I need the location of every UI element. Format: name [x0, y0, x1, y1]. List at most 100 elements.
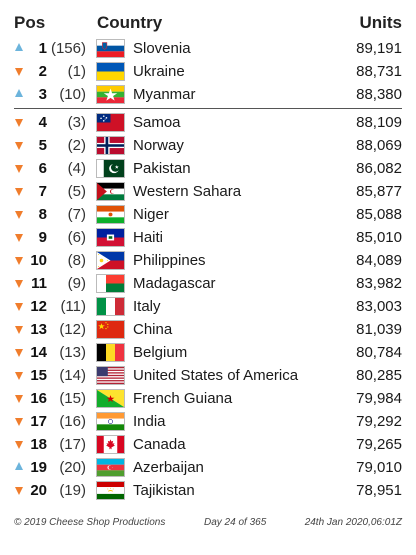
country-name: Haiti — [133, 229, 164, 246]
country-name: Western Sahara — [133, 183, 242, 200]
units-value: 80,784 — [356, 344, 402, 361]
table-row: 20 (19) Tajikistan 78,951 — [0, 479, 416, 502]
country-name: Azerbaijan — [133, 459, 204, 476]
rank-position: 7 — [38, 183, 47, 200]
table-row: 16 (15) French Guiana 79,984 — [0, 387, 416, 410]
rank-position: 8 — [38, 206, 47, 223]
units-value: 79,010 — [356, 459, 402, 476]
country-name: Niger — [133, 206, 169, 223]
rank-position: 2 — [38, 63, 47, 80]
down-arrow-icon — [15, 68, 23, 76]
rank-position: 3 — [38, 86, 47, 103]
up-arrow-icon — [15, 462, 23, 470]
down-arrow-icon — [15, 165, 23, 173]
rank-position: 6 — [38, 160, 47, 177]
rank-position: 20 — [30, 482, 47, 499]
copyright-text: © 2019 Cheese Shop Productions — [14, 517, 166, 528]
country-name: Madagascar — [133, 275, 216, 292]
rank-position: 11 — [31, 275, 47, 292]
country-name: Norway — [133, 137, 184, 154]
table-row: 12 (11) Italy 83,003 — [0, 295, 416, 318]
country-name: Slovenia — [133, 40, 191, 57]
country-name: Samoa — [133, 114, 181, 131]
rank-position: 13 — [30, 321, 47, 338]
units-value: 85,877 — [356, 183, 402, 200]
china-flag-icon — [96, 320, 125, 339]
table-row: 5 (2) Norway 88,069 — [0, 134, 416, 157]
previous-rank: (156) — [50, 40, 86, 57]
down-arrow-icon — [15, 418, 23, 426]
table-header: Pos Country Units — [0, 10, 416, 36]
previous-rank: (1) — [67, 63, 86, 80]
table-row: 2 (1) Ukraine 88,731 — [0, 60, 416, 83]
norway-flag-icon — [96, 136, 125, 155]
table-row: 7 (5) Western Sahara 85,877 — [0, 180, 416, 203]
rank-position: 5 — [38, 137, 47, 154]
usa-flag-icon — [96, 366, 125, 385]
table-row: 9 (6) Haiti 85,010 — [0, 226, 416, 249]
previous-rank: (9) — [67, 275, 86, 292]
table-row: 10 (8) Philippines 84,089 — [0, 249, 416, 272]
previous-rank: (12) — [59, 321, 86, 338]
canada-flag-icon — [96, 435, 125, 454]
previous-rank: (4) — [67, 160, 86, 177]
previous-rank: (20) — [59, 459, 86, 476]
country-name: United States of America — [133, 367, 299, 384]
country-name: Tajikistan — [133, 482, 195, 499]
previous-rank: (6) — [67, 229, 86, 246]
top-three-divider — [14, 108, 402, 109]
previous-rank: (3) — [67, 114, 86, 131]
rank-position: 15 — [30, 367, 47, 384]
previous-rank: (5) — [67, 183, 86, 200]
down-arrow-icon — [15, 280, 23, 288]
units-value: 88,380 — [356, 86, 402, 103]
previous-rank: (14) — [59, 367, 86, 384]
timestamp: 24th Jan 2020,06:01Z — [304, 517, 402, 528]
down-arrow-icon — [15, 349, 23, 357]
down-arrow-icon — [15, 441, 23, 449]
table-row: 8 (7) Niger 85,088 — [0, 203, 416, 226]
ranking-table: 1 (156) Slovenia 89,191 2 (1) Ukraine 88,731 3 (1… — [0, 37, 416, 502]
western-sahara-flag-icon — [96, 182, 125, 201]
previous-rank: (19) — [59, 482, 86, 499]
down-arrow-icon — [15, 119, 23, 127]
rank-position: 17 — [30, 413, 47, 430]
previous-rank: (7) — [67, 206, 86, 223]
units-value: 79,292 — [356, 413, 402, 430]
rank-position: 1 — [38, 40, 47, 57]
units-value: 78,951 — [356, 482, 402, 499]
down-arrow-icon — [15, 395, 23, 403]
table-row: 4 (3) Samoa 88,109 — [0, 111, 416, 134]
units-column-header: Units — [359, 13, 403, 32]
units-value: 88,731 — [356, 63, 402, 80]
down-arrow-icon — [15, 234, 23, 242]
previous-rank: (10) — [59, 86, 86, 103]
country-name: Belgium — [133, 344, 188, 361]
belgium-flag-icon — [96, 343, 125, 362]
niger-flag-icon — [96, 205, 125, 224]
units-value: 86,082 — [356, 160, 402, 177]
philippines-flag-icon — [96, 251, 125, 270]
units-value: 88,069 — [356, 137, 402, 154]
units-value: 83,982 — [356, 275, 402, 292]
previous-rank: (8) — [67, 252, 86, 269]
previous-rank: (15) — [59, 390, 86, 407]
units-value: 79,265 — [356, 436, 402, 453]
units-value: 81,039 — [356, 321, 402, 338]
table-row: 13 (12) China 81,039 — [0, 318, 416, 341]
down-arrow-icon — [15, 487, 23, 495]
units-value: 88,109 — [356, 114, 402, 131]
table-row: 15 (14) United States of America 80,285 — [0, 364, 416, 387]
country-column-header: Country — [97, 13, 163, 32]
units-value: 84,089 — [356, 252, 402, 269]
french-guiana-flag-icon — [96, 389, 125, 408]
slovenia-flag-icon — [96, 39, 125, 58]
country-name: Italy — [133, 298, 161, 315]
country-name: Ukraine — [133, 63, 185, 80]
down-arrow-icon — [15, 303, 23, 311]
units-value: 85,088 — [356, 206, 402, 223]
down-arrow-icon — [15, 257, 23, 265]
previous-rank: (2) — [67, 137, 86, 154]
samoa-flag-icon — [96, 113, 125, 132]
previous-rank: (13) — [59, 344, 86, 361]
